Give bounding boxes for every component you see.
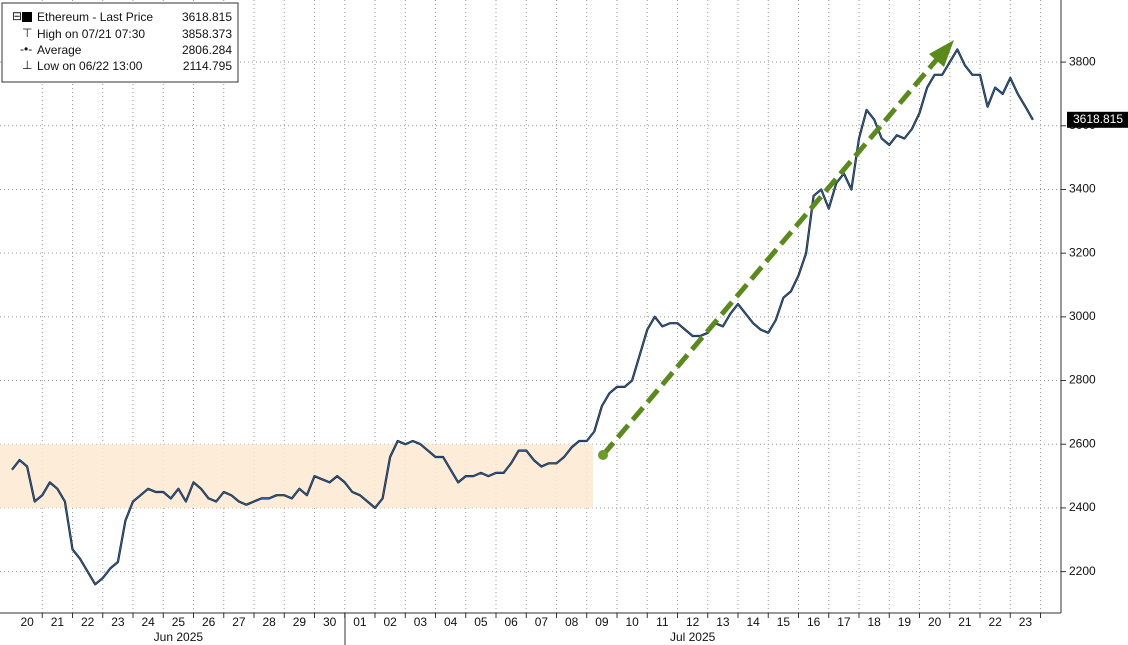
x-tick-label: 26 — [202, 615, 216, 629]
month-label: Jun 2025 — [154, 630, 204, 644]
x-tick-label: 14 — [746, 615, 760, 629]
highlight-layer — [0, 444, 593, 508]
x-tick-label: 22 — [81, 615, 95, 629]
y-tick-label: 2400 — [1069, 500, 1096, 514]
y-tick-label: 2600 — [1069, 436, 1096, 450]
price-line-highlight — [11, 48, 1034, 585]
y-tick-label: 3400 — [1069, 182, 1096, 196]
x-tick-label: 13 — [716, 615, 730, 629]
x-tick-label: 03 — [414, 615, 428, 629]
x-tick-label: 24 — [141, 615, 155, 629]
trend-arrow — [598, 40, 954, 460]
x-tick-label: 08 — [565, 615, 579, 629]
arrow-shaft — [601, 56, 940, 457]
x-tick-label: 20 — [20, 615, 34, 629]
legend-swatch — [22, 12, 32, 22]
legend-value: 3618.815 — [182, 10, 232, 24]
legend-box — [1, 2, 239, 83]
legend-label: Ethereum - Last Price — [37, 10, 153, 24]
x-tick-label: 29 — [293, 615, 307, 629]
legend-icon: ⊤ — [22, 26, 32, 40]
x-tick-label: 16 — [807, 615, 821, 629]
last-price-label: 3618.815 — [1073, 112, 1123, 126]
arrow-head — [929, 40, 954, 67]
x-tick-label: 01 — [353, 615, 367, 629]
x-tick-label: 15 — [777, 615, 791, 629]
legend-value: 3858.373 — [182, 27, 232, 41]
x-tick-label: 06 — [504, 615, 518, 629]
legend-icon: -•- — [20, 42, 32, 56]
x-tick-label: 02 — [383, 615, 397, 629]
legend-label: High on 07/21 07:30 — [37, 27, 145, 41]
x-tick-label: 07 — [535, 615, 549, 629]
y-tick-label: 2800 — [1069, 373, 1096, 387]
x-tick-label: 21 — [51, 615, 65, 629]
y-tick-label: 3200 — [1069, 245, 1096, 259]
last-price-tag — [1067, 111, 1128, 128]
x-tick-label: 12 — [686, 615, 700, 629]
x-tick-label: 28 — [262, 615, 276, 629]
x-tick-label: 22 — [988, 615, 1002, 629]
x-tick-label: 25 — [172, 615, 186, 629]
legend-icon: ⊥ — [22, 58, 32, 72]
x-tick-label: 04 — [444, 615, 458, 629]
highlight-band — [0, 444, 593, 508]
x-tick-label: 19 — [898, 615, 912, 629]
axis-labels: 2200240026002800300032003400360038002021… — [20, 54, 1128, 644]
y-tick-label: 3000 — [1069, 309, 1096, 323]
legend-value: 2114.795 — [183, 59, 232, 73]
month-label: Jul 2025 — [670, 630, 716, 644]
legend-icon: ⊟ — [12, 9, 22, 23]
x-tick-label: 23 — [1019, 615, 1033, 629]
x-tick-label: 18 — [867, 615, 881, 629]
legend-label: Average — [37, 43, 82, 57]
x-tick-label: 05 — [474, 615, 488, 629]
x-tick-label: 21 — [958, 615, 972, 629]
legend: ⊟ ⊤ -•- ⊥ Ethereum - Last Price 3618.815… — [1, 2, 239, 83]
x-tick-label: 10 — [625, 615, 639, 629]
line-layer — [11, 48, 1034, 586]
legend-label: Low on 06/22 13:00 — [37, 59, 143, 73]
x-tick-label: 27 — [232, 615, 246, 629]
x-tick-label: 17 — [837, 615, 851, 629]
arrow-start — [598, 450, 608, 460]
x-tick-label: 11 — [656, 615, 669, 629]
y-tick-label: 3800 — [1069, 54, 1096, 68]
legend-value: 2806.284 — [182, 43, 232, 57]
x-tick-label: 20 — [928, 615, 942, 629]
x-tick-label: 09 — [595, 615, 609, 629]
y-tick-label: 2200 — [1069, 564, 1096, 578]
x-tick-label: 23 — [111, 615, 125, 629]
x-tick-label: 30 — [323, 615, 337, 629]
